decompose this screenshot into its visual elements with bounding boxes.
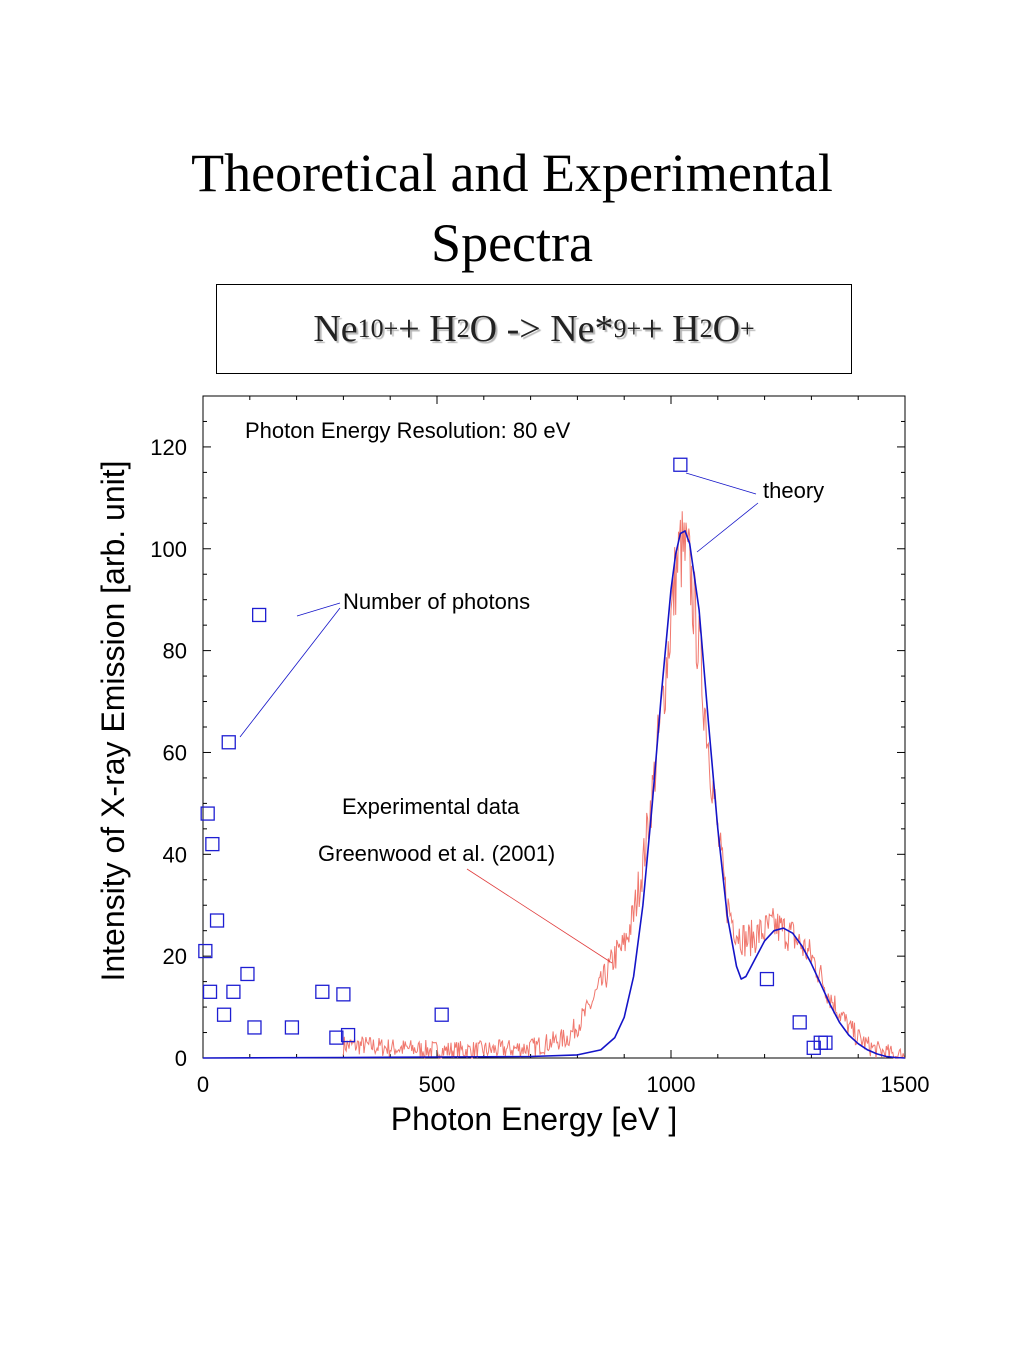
x-tick-label: 1000 [647,1072,696,1097]
experimental-leader [466,868,613,964]
y-tick-label: 0 [175,1046,187,1071]
photon-marker [759,971,775,987]
photon-marker [284,1020,300,1035]
spectra-chart: 0 500 1000 1500 0 20 40 60 80 100 120 Photon Energ… [95,395,929,1137]
y-tick-label: 80 [163,639,187,664]
theory-leader-curve [696,502,759,553]
photon-marker [221,735,236,750]
reaction-part-0: Ne [313,308,358,350]
x-tick-label: 500 [419,1072,456,1097]
photon-marker [205,836,220,852]
photon-marker [792,1015,807,1030]
y-axis-title: Intensity of X-ray Emission [arb. unit] [95,460,131,981]
photon-marker [209,913,225,928]
photon-marker [198,943,213,959]
axis-ticks [202,396,906,1059]
photon-marker [434,1007,449,1022]
theory-label: theory [763,478,824,503]
photon-marker [673,457,688,472]
resolution-note: Photon Energy Resolution: 80 eV [245,418,571,443]
photons-leader-1 [296,602,341,617]
photon-marker [818,1035,833,1050]
photon-marker [247,1020,262,1035]
photon-marker [340,1027,356,1043]
y-tick-label: 40 [163,842,187,867]
photon-marker [315,984,330,999]
photon-marker [226,984,241,999]
photon-marker [216,1007,232,1022]
photons-leader-2 [239,607,341,738]
y-tick-label: 100 [150,537,187,562]
reaction-part-8: O [712,308,741,350]
title-line-1: Theoretical and Experimental [191,143,833,203]
reaction-part-6: + H [641,308,700,350]
y-tick-label: 60 [163,740,187,765]
title-line-2: Spectra [431,213,593,273]
x-tick-label: 0 [197,1072,209,1097]
photons-label: Number of photons [343,589,530,614]
page-title: Theoretical and Experimental Spectra [0,138,1024,278]
x-axis-title: Photon Energy [eV ] [391,1101,677,1137]
experimental-label-line-1: Experimental data [342,794,520,819]
x-tick-label: 1500 [881,1072,930,1097]
theory-leader-marker [685,472,757,495]
y-tick-label: 20 [163,944,187,969]
photon-marker [202,984,218,999]
photon-marker [200,806,215,821]
photon-marker [336,987,351,1002]
annotations: Photon Energy Resolution: 80 eV theory Num… [239,418,824,964]
photon-marker [252,607,267,623]
experimental-label-line-2: Greenwood et al. (2001) [318,841,555,866]
tick-labels: 0 500 1000 1500 0 20 40 60 80 100 120 [150,435,929,1097]
y-tick-label: 120 [150,435,187,460]
theory-line [202,530,906,1059]
theory-series [202,530,906,1059]
photon-marker [240,966,255,982]
reaction-part-4: O -> Ne* [469,308,614,350]
photon-marker [329,1030,344,1045]
reaction-part-2: + H [398,308,457,350]
photon-markers [198,457,833,1055]
